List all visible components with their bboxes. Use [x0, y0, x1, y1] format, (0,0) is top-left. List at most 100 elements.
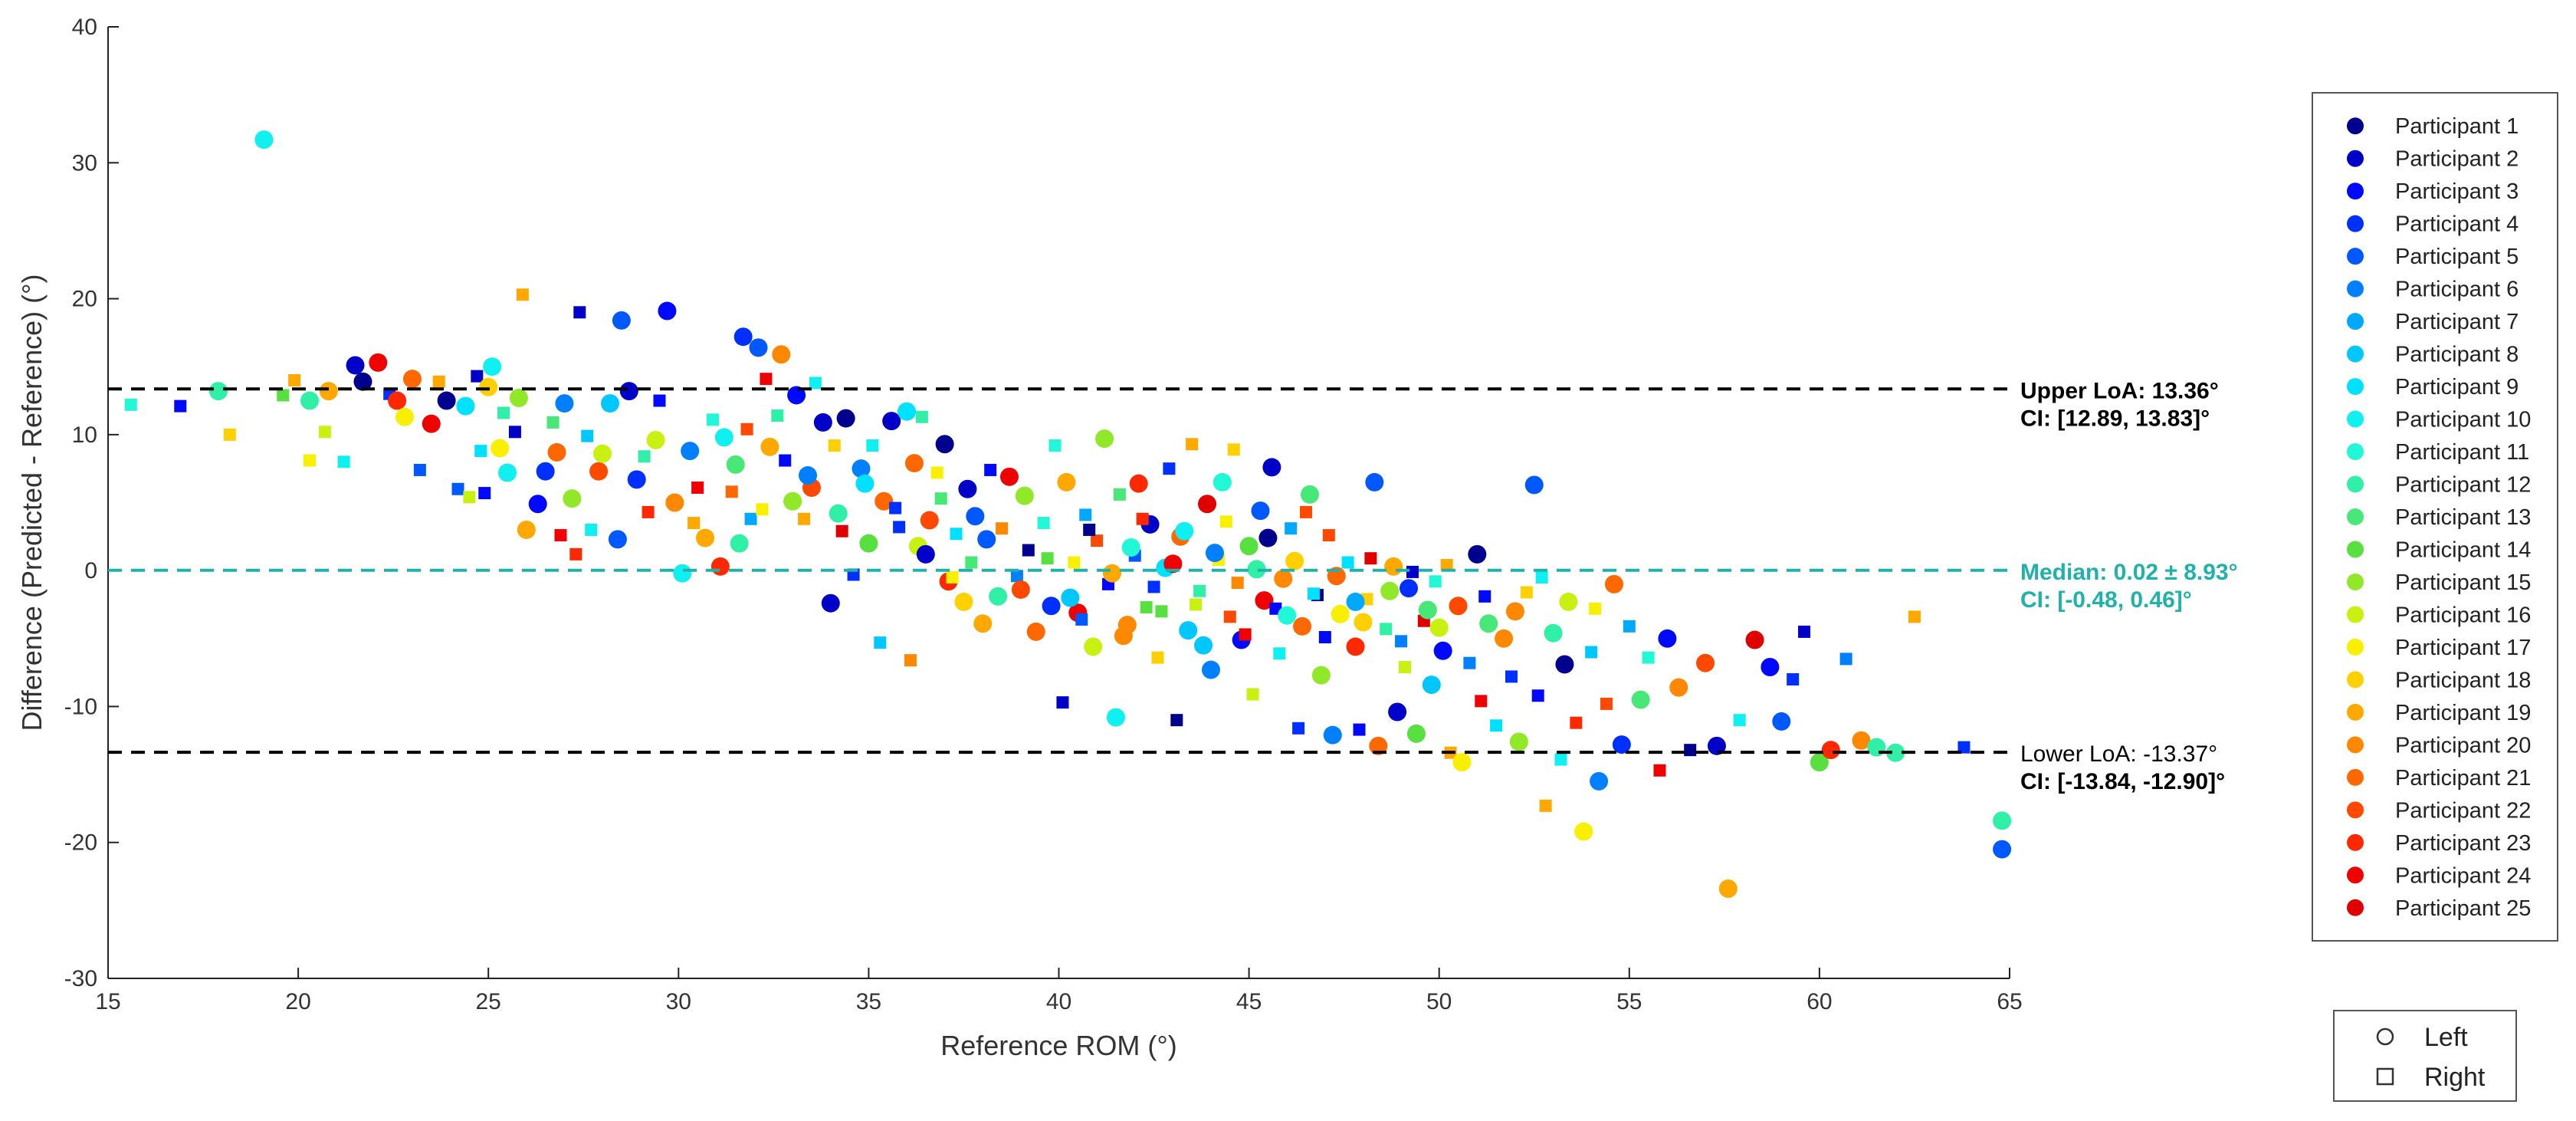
- data-point-right: [809, 376, 822, 390]
- data-point-left: [1429, 618, 1449, 637]
- data-point-right: [691, 481, 704, 494]
- data-point-right: [965, 556, 978, 569]
- data-point-right: [508, 426, 521, 439]
- data-point-left: [658, 301, 677, 321]
- marker-shape-legend: Left Right: [2333, 1010, 2517, 1102]
- data-point-left: [1495, 629, 1514, 648]
- data-point-left: [1198, 495, 1217, 514]
- data-point-left: [422, 414, 441, 433]
- data-point-right: [1787, 672, 1800, 685]
- legend-entry-label: Participant 12: [2395, 473, 2531, 498]
- data-point-right: [1353, 723, 1366, 736]
- legend-marker: [2347, 736, 2364, 754]
- data-point-left: [1745, 630, 1764, 649]
- data-point-left: [1042, 597, 1061, 616]
- legend-entry-label: Participant 8: [2395, 343, 2519, 367]
- data-point-left: [1247, 560, 1266, 579]
- data-point-left: [483, 357, 502, 376]
- data-point-left: [1400, 579, 1419, 598]
- y-tick-label: 30: [72, 150, 97, 176]
- data-point-right: [1136, 512, 1149, 525]
- legend-entry-label: Participant 18: [2395, 668, 2531, 692]
- legend-marker: [2347, 508, 2364, 525]
- data-point-left: [813, 413, 832, 432]
- x-axis-label: Reference ROM (°): [940, 1030, 1176, 1061]
- data-point-left: [509, 388, 528, 407]
- legend-marker: [2347, 899, 2364, 916]
- data-point-right: [771, 409, 784, 422]
- legend-marker: [2347, 866, 2364, 884]
- legend-entry-label: Participant 2: [2395, 147, 2519, 172]
- data-point-right: [1068, 556, 1081, 569]
- data-point-left: [1479, 614, 1498, 633]
- points-layer: [124, 130, 2012, 898]
- data-point-right: [874, 636, 887, 649]
- legend-entry-label: Participant 11: [2395, 440, 2529, 465]
- data-point-right: [1440, 559, 1453, 572]
- axes-layer: 15 20 25 30 35 40 45 50 55 60 65 -30 -20 -10 0 10 20 30 40…: [16, 15, 2023, 1061]
- data-point-right: [930, 466, 943, 479]
- x-tick-label: 20: [285, 989, 310, 1014]
- data-point-left: [904, 454, 924, 473]
- data-point-right: [1839, 653, 1852, 666]
- data-point-left: [681, 442, 700, 461]
- data-point-right: [1227, 443, 1240, 456]
- data-point-left: [1468, 544, 1487, 564]
- y-tick-label: 10: [72, 422, 97, 448]
- data-point-left: [897, 402, 917, 421]
- data-point-left: [665, 493, 684, 512]
- y-tick-label: -20: [64, 830, 97, 856]
- legend-entry-label: Participant 19: [2395, 701, 2531, 725]
- legend-entry-label: Participant 16: [2395, 603, 2531, 627]
- data-point-left: [369, 353, 388, 372]
- x-tick-label: 50: [1426, 989, 1452, 1014]
- legend-entry-label: Participant 5: [2395, 245, 2519, 269]
- data-point-left: [208, 382, 228, 401]
- data-point-right: [1083, 523, 1096, 536]
- data-point-left: [799, 466, 818, 485]
- data-point-right: [471, 370, 484, 383]
- legend-entry-label: Participant 15: [2395, 570, 2531, 595]
- data-point-right: [1163, 462, 1176, 475]
- data-point-right: [1318, 631, 1331, 644]
- data-point-left: [1057, 472, 1076, 491]
- x-tick-label: 65: [1997, 989, 2022, 1014]
- data-point-left: [989, 587, 1008, 606]
- data-point-right: [124, 398, 137, 411]
- data-point-right: [516, 288, 529, 301]
- data-point-right: [984, 463, 997, 476]
- legend-entry-label: Participant 3: [2395, 179, 2519, 204]
- data-point-left: [1114, 626, 1133, 646]
- data-point-right: [946, 571, 959, 584]
- data-point-left: [593, 444, 612, 463]
- data-point-left: [1509, 732, 1528, 751]
- data-point-right: [1186, 438, 1199, 451]
- legend-marker: [2347, 248, 2364, 265]
- data-point-right: [1478, 590, 1491, 603]
- data-point-left: [1631, 690, 1650, 709]
- data-point-left: [1821, 741, 1840, 760]
- data-point-right: [1406, 565, 1419, 578]
- data-point-left: [1084, 637, 1103, 656]
- marker-legend-label: Left: [2424, 1023, 2468, 1052]
- data-point-left: [1239, 537, 1258, 556]
- legend-marker: [2347, 313, 2364, 330]
- data-point-left: [749, 338, 768, 357]
- data-point-left: [1121, 538, 1140, 557]
- data-point-left: [528, 495, 547, 514]
- data-point-right: [1395, 635, 1408, 648]
- data-point-left: [859, 534, 878, 553]
- data-point-left: [772, 345, 791, 364]
- legend-marker: [2347, 833, 2364, 851]
- data-point-right: [1193, 584, 1206, 597]
- x-tick-label: 55: [1616, 989, 1642, 1014]
- data-point-right: [1364, 552, 1377, 565]
- data-point-left: [346, 356, 365, 375]
- data-point-right: [1642, 651, 1655, 664]
- data-point-right: [1570, 716, 1583, 729]
- data-point-right: [432, 375, 445, 388]
- data-point-right: [893, 521, 906, 534]
- data-point-right: [1219, 515, 1232, 528]
- data-point-left: [1015, 486, 1034, 505]
